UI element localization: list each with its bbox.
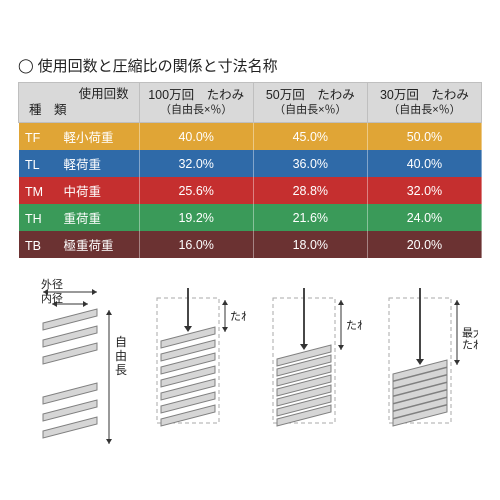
header-col1: 100万回 たわみ （自由長×％） [139, 83, 253, 123]
title-bullet: ◯ [18, 57, 34, 74]
svg-text:たわみ: たわみ [230, 310, 246, 323]
svg-text:内径: 内径 [41, 291, 63, 305]
table-row: TM 中荷重25.6%28.8%32.0% [19, 177, 482, 204]
svg-text:最大: 最大 [462, 326, 478, 340]
diagram-deflection-1: たわみ [138, 276, 246, 446]
header-col3: 30万回 たわみ （自由長×％） [367, 83, 481, 123]
table-row: TL 軽荷重32.0%36.0%40.0% [19, 150, 482, 177]
page-title: 使用回数と圧縮比の関係と寸法名称 [38, 55, 278, 76]
svg-text:たわみ: たわみ [346, 319, 362, 332]
diagram-max-deflection: 最大たわみ [370, 276, 478, 446]
header-col0: 使用回数 種 類 [19, 83, 140, 123]
table-row: TF 軽小荷重40.0%45.0%50.0% [19, 123, 482, 151]
svg-text:外径: 外径 [41, 278, 63, 291]
diagram-dimensions: 外径内径自由長 [22, 276, 130, 446]
ratio-table: 使用回数 種 類 100万回 たわみ （自由長×％） 50万回 たわみ （自由長… [18, 82, 482, 258]
diagram-deflection-2: たわみ [254, 276, 362, 446]
header-col2: 50万回 たわみ （自由長×％） [253, 83, 367, 123]
spring-diagrams: 外径内径自由長 たわみ たわみ 最大たわみ [18, 276, 482, 446]
svg-text:長: 長 [115, 363, 127, 377]
svg-text:自: 自 [115, 335, 127, 349]
svg-text:由: 由 [115, 349, 127, 363]
table-row: TH 重荷重19.2%21.6%24.0% [19, 204, 482, 231]
svg-text:たわみ: たわみ [462, 339, 478, 352]
table-row: TB 極重荷重16.0%18.0%20.0% [19, 231, 482, 258]
title-row: ◯ 使用回数と圧縮比の関係と寸法名称 [18, 55, 482, 76]
